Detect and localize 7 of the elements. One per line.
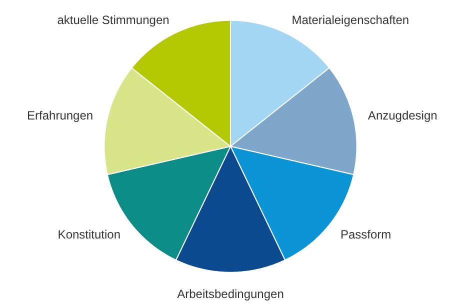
- slice-label: aktuelle Stimmungen: [57, 12, 170, 27]
- slice-label: Konstitution: [58, 227, 121, 242]
- slice-label: Materialeigenschaften: [292, 12, 410, 27]
- slice-label: Erfahrungen: [27, 108, 94, 122]
- slice-label: Passform: [340, 227, 392, 242]
- slice-label: Anzugdesign: [368, 108, 438, 122]
- slice-label: Arbeitsbedingungen: [177, 286, 284, 301]
